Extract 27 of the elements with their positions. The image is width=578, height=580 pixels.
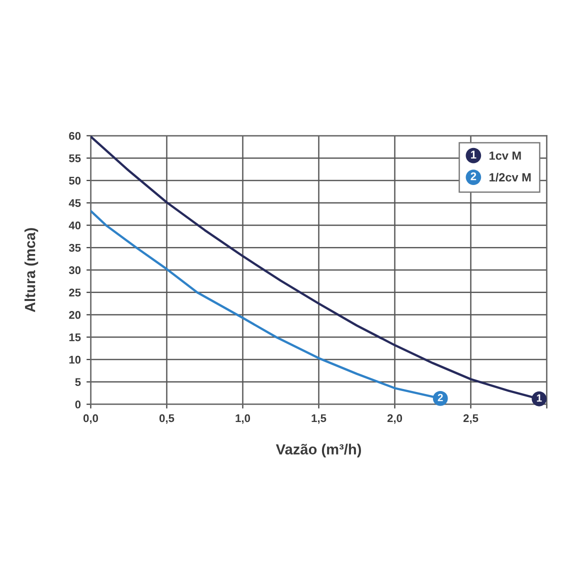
y-tick-label: 0 — [75, 400, 81, 408]
x-axis-title: Vazão (m³/h) — [276, 444, 361, 458]
y-tick-label: 15 — [69, 334, 81, 342]
annotation: 1 — [536, 394, 542, 402]
y-tick-label: 35 — [68, 244, 81, 252]
x-tick-label: 0,0 — [83, 414, 98, 424]
annotation: 2 — [438, 394, 443, 402]
y-tick-label: 20 — [69, 311, 81, 319]
y-tick-label: 60 — [69, 132, 81, 140]
x-tick-label: 0,5 — [159, 414, 174, 424]
x-tick-label: 2,0 — [387, 414, 402, 424]
y-tick-label: 40 — [68, 222, 81, 230]
legend-label: 1/2cv M — [490, 172, 531, 182]
x-tick-label: 2,5 — [463, 414, 478, 424]
y-tick-label: 10 — [69, 356, 81, 364]
y-tick-label: 50 — [69, 176, 81, 185]
y-tick-label: 5 — [75, 378, 81, 386]
y-tick-label: 55 — [69, 154, 81, 162]
text: 1 — [471, 150, 476, 158]
y-tick-label: 45 — [68, 199, 81, 207]
x-tick-label: 1,0 — [236, 414, 250, 424]
legend-label: 1cv M — [490, 152, 521, 160]
y-tick-label: 25 — [69, 288, 81, 297]
text: 2 — [470, 172, 476, 180]
x-tick-label: 1,5 — [312, 414, 326, 424]
y-tick-label: 30 — [68, 266, 81, 274]
y-axis-title: Altura (mca) — [24, 228, 38, 312]
